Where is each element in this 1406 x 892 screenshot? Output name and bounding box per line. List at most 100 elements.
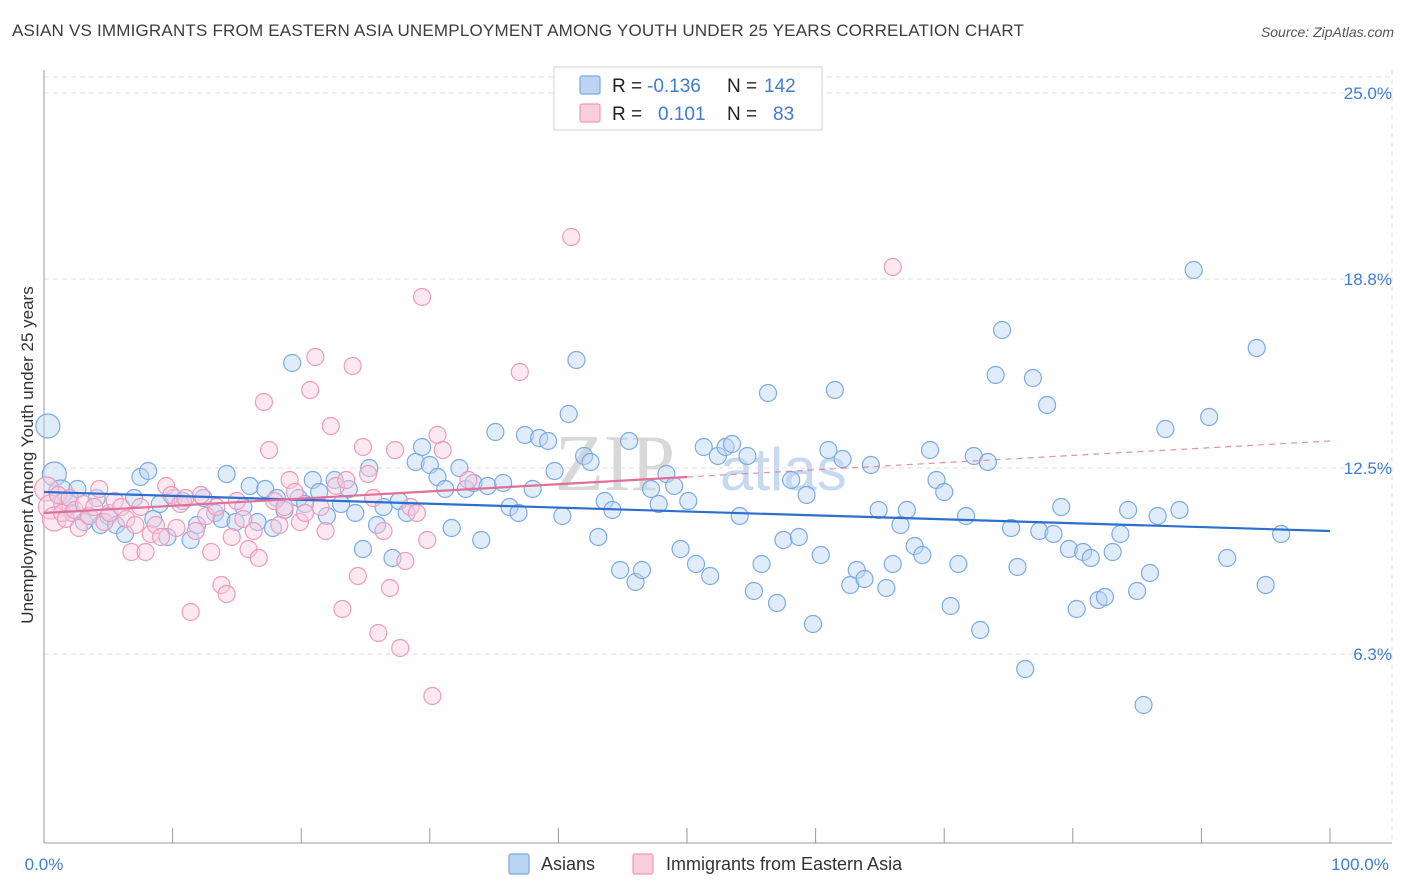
point-imm-69	[385, 440, 405, 460]
trend-lines	[43, 440, 1331, 533]
point-asian-26	[217, 464, 236, 484]
bottom-legend-swatch-asian	[508, 853, 530, 875]
point-asian-135	[1016, 659, 1035, 679]
point-imm-66	[369, 623, 388, 643]
point-asian-44	[346, 503, 365, 523]
point-asian-129	[971, 620, 990, 640]
point-asian-153	[1148, 506, 1167, 526]
point-imm-21	[136, 542, 155, 562]
point-imm-9	[74, 494, 93, 514]
point-asian-108	[819, 440, 838, 460]
point-imm-79	[459, 470, 478, 490]
point-imm-61	[343, 356, 362, 376]
point-imm-30	[181, 602, 200, 622]
point-asian-68	[523, 479, 542, 499]
point-asian-74	[567, 350, 586, 370]
point-imm-42	[244, 521, 263, 541]
legend-r-value-1: -0.136	[647, 76, 701, 97]
point-asian-150	[1127, 581, 1147, 601]
point-asian-30	[248, 512, 267, 532]
point-imm-19	[126, 515, 145, 535]
x-ticks	[43, 828, 1331, 843]
point-imm-17	[117, 509, 136, 529]
point-asian-53	[412, 437, 432, 457]
point-asian-139	[1044, 524, 1063, 544]
point-imm-75	[418, 530, 437, 550]
point-asian-66	[509, 503, 528, 523]
point-asian-160	[1256, 575, 1275, 595]
point-imm-22	[141, 524, 160, 544]
watermark-atlas: atlas	[720, 436, 847, 503]
point-asian-70	[539, 431, 558, 451]
watermark: ZIP atlas	[555, 420, 847, 508]
point-imm-13	[95, 512, 114, 532]
point-asian-116	[877, 578, 896, 598]
point-asian-104	[789, 527, 808, 547]
point-asian-142	[1067, 599, 1086, 619]
point-imm-64	[358, 464, 378, 484]
y-tick-labels: 6.3% 12.5% 18.8% 25.0%	[1344, 84, 1392, 664]
point-asian-132	[992, 320, 1012, 340]
point-imm-70	[391, 638, 410, 658]
point-asian-136	[1023, 368, 1043, 388]
point-imm-67	[374, 521, 393, 541]
point-asian-124	[935, 482, 954, 502]
point-asian-62	[478, 476, 497, 496]
bottom-legend-label-imm: Immigrants from Eastern Asia	[666, 854, 903, 874]
point-asian-148	[1111, 524, 1130, 544]
point-asian-158	[1218, 548, 1237, 568]
point-asian-107	[811, 545, 830, 565]
point-asian-138	[1037, 395, 1057, 415]
point-asian-12	[115, 524, 135, 544]
point-asian-89	[679, 491, 698, 511]
point-asian-113	[855, 569, 874, 589]
point-asian-121	[913, 545, 932, 565]
point-asian-87	[665, 476, 684, 496]
point-imm-47	[270, 515, 289, 535]
point-asian-29	[240, 476, 259, 496]
legend-top: R = -0.136 N = 142 R = 0.101 N = 83	[553, 66, 823, 131]
point-imm-65	[364, 488, 383, 508]
point-asian-83	[632, 560, 652, 580]
legend-swatch-asian	[579, 75, 601, 95]
point-imm-36	[212, 575, 231, 595]
grid	[44, 70, 1393, 843]
point-imm-31	[186, 521, 205, 541]
chart-source: Source: ZipAtlas.com	[1260, 24, 1394, 40]
point-asian-57	[442, 518, 461, 538]
point-asian-141	[1059, 539, 1079, 559]
point-imm-8	[69, 518, 88, 538]
point-imm-52	[295, 503, 315, 523]
legend-n-value-2: 83	[773, 104, 794, 125]
point-asian-77	[589, 527, 608, 547]
point-imm-54	[306, 347, 325, 367]
point-imm-37	[217, 584, 236, 604]
legend-swatch-imm	[579, 103, 601, 123]
y-tick-label-1: 12.5%	[1344, 459, 1392, 478]
point-imm-62	[348, 566, 367, 586]
point-asian-91	[694, 437, 713, 457]
y-axis-title: Unemployment Among Youth under 25 years	[18, 286, 37, 623]
point-asian-84	[641, 479, 661, 499]
point-imm-44	[254, 392, 274, 412]
point-asian-155	[1170, 500, 1189, 520]
point-asian-126	[949, 554, 968, 574]
legend-n-value-1: 142	[764, 76, 796, 97]
point-asian-25	[212, 509, 231, 529]
point-asian-152	[1140, 563, 1160, 583]
point-asian-35	[283, 353, 302, 373]
point-asian-122	[920, 440, 940, 460]
point-asian-140	[1052, 497, 1071, 517]
point-imm-53	[301, 380, 320, 400]
point-asian-52	[406, 452, 425, 472]
point-imm-16	[112, 497, 131, 517]
point-imm-73	[407, 503, 427, 523]
point-imm-49	[280, 470, 299, 490]
point-asian-149	[1118, 500, 1138, 520]
point-asian-102	[774, 530, 793, 550]
point-asian-125	[941, 596, 960, 616]
point-asian-64	[494, 473, 513, 493]
point-imm-60	[337, 470, 356, 490]
point-asian-101	[767, 593, 787, 613]
point-asian-67	[515, 425, 535, 445]
